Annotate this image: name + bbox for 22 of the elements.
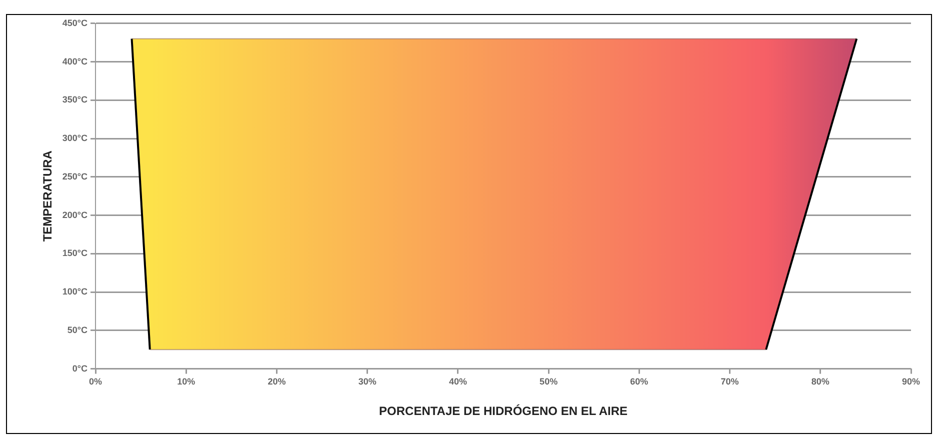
x-tick-label: 10% [177,376,196,387]
y-tick-label: 350°C [62,94,88,105]
x-tick-label: 0% [89,376,102,387]
x-tick-label: 70% [720,376,739,387]
x-tick-label: 50% [540,376,558,387]
x-tick-label: 20% [268,376,286,387]
y-tick-label: 200°C [62,210,88,220]
x-tick-label: 90% [902,376,920,387]
y-tick-label: 450°C [62,18,88,28]
x-tick-label: 40% [448,376,467,387]
x-tick-label: 80% [811,376,830,387]
y-tick-label: 300°C [62,133,88,144]
x-tick-label: 60% [630,376,648,387]
y-tick-label: 0°C [72,363,88,374]
y-tick-label: 150°C [62,248,88,258]
x-tick-label: 30% [358,376,376,387]
y-tick-label: 250°C [62,171,88,182]
y-tick-label: 400°C [62,56,88,66]
y-tick-label: 50°C [67,324,88,335]
y-axis-title: TEMPERATURA [40,150,55,242]
x-axis-title: PORCENTAJE DE HIDRÓGENO EN EL AIRE [379,404,628,418]
y-tick-label: 100°C [62,286,88,297]
